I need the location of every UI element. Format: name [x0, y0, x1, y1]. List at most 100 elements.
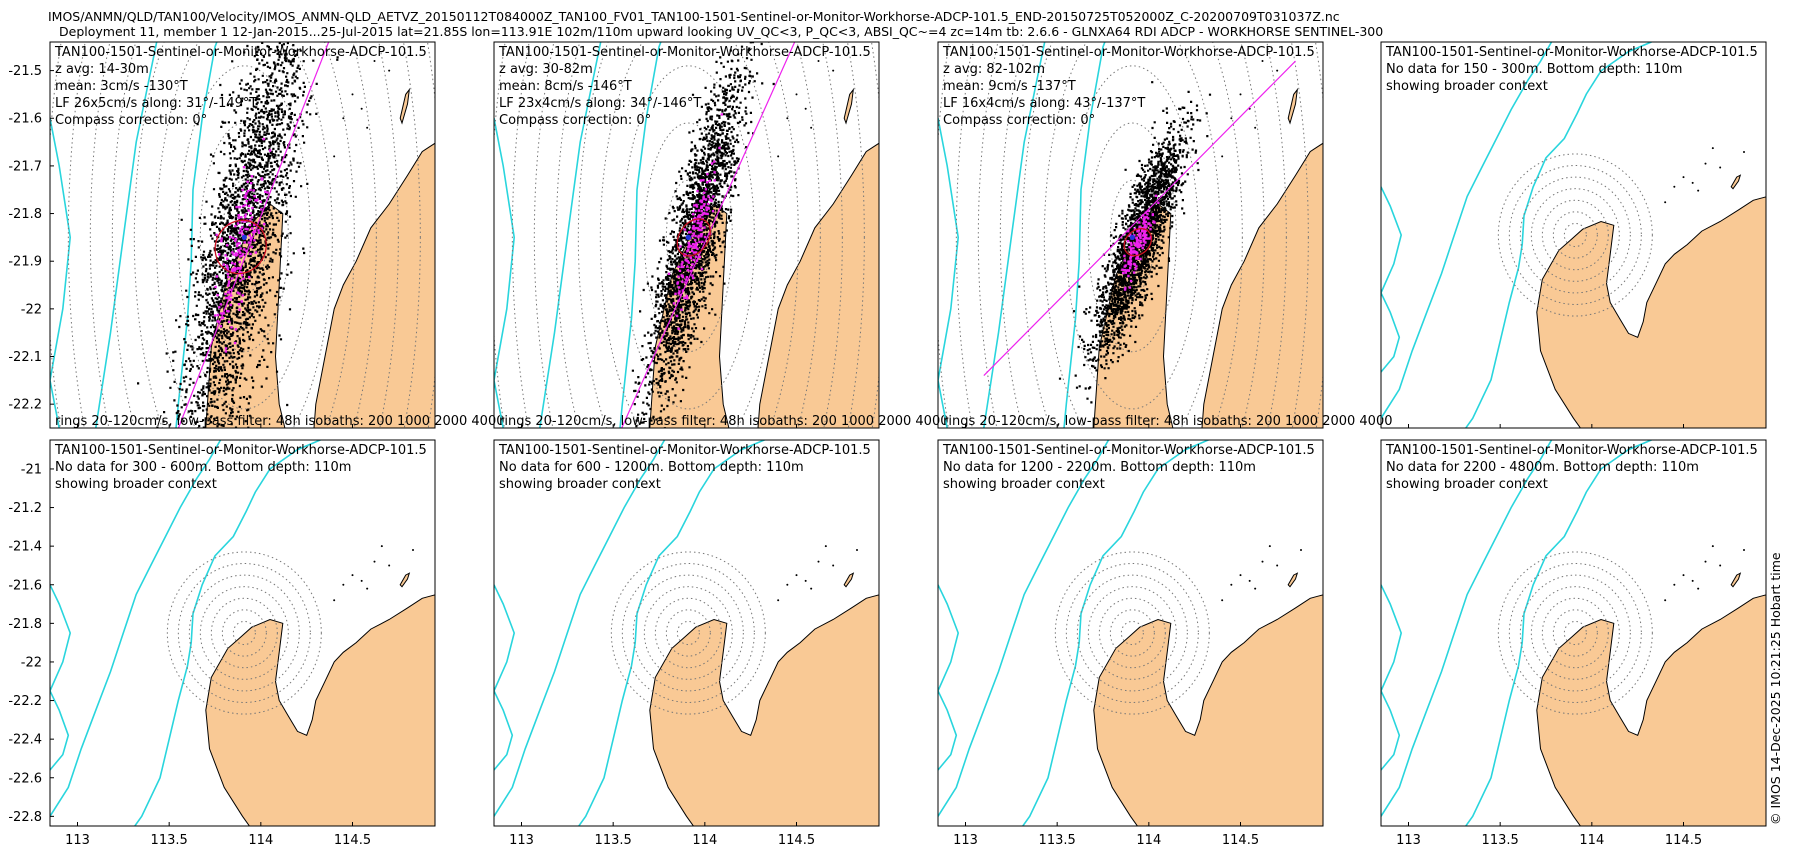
isobath-line-1: [1063, 42, 1106, 428]
velocity-ring: [1065, 563, 1199, 703]
reef-dot: [342, 117, 345, 120]
plot-area: [938, 42, 1323, 428]
velocity-ring: [1120, 620, 1144, 646]
velocity-ring: [977, 42, 1287, 428]
land-mass: [1093, 594, 1323, 826]
isobath-line-1: [133, 440, 323, 826]
panel-info-line: z avg: 82-102m: [943, 62, 1045, 77]
axes-frame: [1380, 439, 1767, 827]
panel-info-line: Compass correction: 0°: [499, 113, 651, 128]
mean-velocity-marker: [1129, 234, 1135, 240]
plot-area: [1381, 440, 1766, 826]
reef-dot: [1230, 583, 1233, 586]
island: [399, 87, 411, 125]
reef-dot: [360, 579, 363, 582]
axes-frame: [1380, 41, 1767, 429]
panel-7: 113 113.5 114 114.5 TAN100-1501-Sentinel-or-…: [937, 439, 1324, 848]
x-tick-label: 114.5: [334, 833, 371, 848]
variance-ellipse: [214, 219, 267, 275]
isobath-line-1: [577, 440, 767, 826]
velocity-ring: [1497, 551, 1653, 715]
velocity-ring: [199, 586, 289, 680]
reef-dot: [1664, 201, 1667, 204]
panel-2: TAN100-1501-Sentinel-or-Monitor-Workhors…: [493, 41, 949, 429]
reef-dot: [333, 599, 336, 602]
reef-dot: [1704, 162, 1707, 165]
deployment-info-header: Deployment 11, member 1 12-Jan-2015...25…: [59, 24, 1384, 39]
axes-frame: [493, 41, 880, 429]
panel-info-line: showing broader context: [55, 477, 217, 492]
panel-info-line: mean: 3cm/s -130°T: [55, 79, 188, 94]
y-tick-label: -22.4: [8, 733, 42, 748]
isobath-line-2: [1381, 42, 1553, 419]
velocity-ring: [1508, 563, 1642, 703]
panel-footer: rings 20-120cm/s, low-pass filter: 48h i…: [55, 414, 505, 429]
panel-info-line: showing broader context: [943, 477, 1105, 492]
y-tick-label: -21.7: [8, 159, 42, 174]
reef-dot: [412, 549, 414, 552]
principal-axis-line: [177, 42, 330, 428]
reef-dot: [810, 587, 813, 590]
island: [1730, 174, 1742, 190]
velocity-ring: [188, 574, 300, 692]
velocity-ring: [1098, 597, 1166, 669]
isobath-line-3: [50, 118, 72, 428]
y-tick-label: -21.6: [8, 578, 42, 593]
imos-credit: © IMOS 14-Dec-2025 10:21:25 Hobart time: [1768, 552, 1783, 825]
reef-dot: [1743, 549, 1745, 552]
plot-area: [50, 440, 435, 826]
island: [843, 87, 855, 125]
principal-axis-line: [621, 42, 796, 428]
panel-title: TAN100-1501-Sentinel-or-Monitor-Workhors…: [942, 45, 1315, 60]
panel-title: TAN100-1501-Sentinel-or-Monitor-Workhors…: [1385, 443, 1758, 458]
velocity-ring: [1054, 551, 1210, 715]
velocity-ring: [643, 122, 733, 353]
panel-footer: rings 20-120cm/s, low-pass filter: 48h i…: [499, 414, 949, 429]
reef-dot: [1682, 574, 1685, 577]
panel-info-line: LF 26x5cm/s along: 31°/-149°T: [55, 96, 257, 111]
island: [1287, 87, 1299, 125]
velocity-ring: [1563, 222, 1587, 248]
y-tick-label: -22.6: [8, 771, 42, 786]
isobath-line-2: [50, 440, 222, 817]
velocity-ring: [89, 42, 399, 428]
reef-dot: [1719, 166, 1722, 169]
velocity-scatter: [631, 42, 775, 428]
reef-dot: [388, 564, 391, 567]
panel-title: TAN100-1501-Sentinel-or-Monitor-Workhors…: [1385, 45, 1758, 60]
plot-area: [50, 42, 435, 428]
velocity-ring: [111, 42, 377, 428]
island: [399, 572, 411, 588]
y-tick-label: -22.8: [8, 810, 42, 825]
reef-dot: [1719, 564, 1722, 567]
reef-dot: [373, 60, 376, 63]
reef-dot: [1691, 181, 1694, 184]
reef-dot: [1239, 93, 1242, 96]
panel-info-line: No data for 300 - 600m. Bottom depth: 11…: [55, 460, 351, 475]
x-tick-label: 114: [1579, 833, 1604, 848]
plot-area: [494, 42, 879, 428]
isobath-line-2: [494, 440, 666, 817]
velocity-ring: [199, 122, 289, 353]
y-tick-label: -22: [21, 655, 42, 670]
velocity-ring: [1541, 199, 1609, 271]
velocity-scatter: [137, 42, 339, 428]
reef-dot: [366, 126, 369, 129]
velocity-ring: [1109, 179, 1155, 296]
reef-dot: [1254, 126, 1257, 129]
reef-dot: [817, 560, 820, 563]
velocity-ring: [955, 42, 1309, 428]
principal-axis-line: [983, 60, 1296, 377]
isobath-line-2: [982, 42, 1046, 428]
x-tick-label: 114: [692, 833, 717, 848]
reef-dot: [1711, 147, 1714, 150]
isobath-line-1: [175, 42, 218, 428]
reef-dot: [388, 69, 391, 72]
velocity-ring: [511, 42, 865, 428]
plot-area: [938, 440, 1323, 826]
isobath-line-3: [50, 584, 72, 771]
isobath-line-3: [938, 118, 960, 428]
velocity-ring: [1563, 620, 1587, 646]
reef-dot: [1664, 599, 1667, 602]
velocity-ring: [177, 65, 311, 410]
